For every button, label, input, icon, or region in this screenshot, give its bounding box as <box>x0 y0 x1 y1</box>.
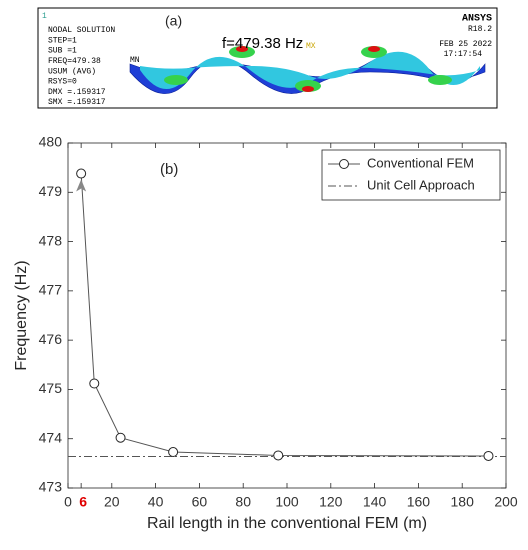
y-tick-label: 478 <box>39 232 63 248</box>
corner-number: 1 <box>42 12 47 21</box>
x-tick-label: 180 <box>451 494 475 510</box>
series-line <box>80 173 489 457</box>
data-point <box>76 168 87 179</box>
inset-line: RSYS=0 <box>48 78 77 87</box>
y-tick-label: 476 <box>39 331 63 347</box>
brand: ANSYS <box>462 14 492 25</box>
y-tick-label: 474 <box>39 429 63 445</box>
x-tick-label: 80 <box>235 494 251 510</box>
y-axis-label: Frequency (Hz) <box>13 260 30 370</box>
max-label: MX <box>306 42 316 51</box>
legend-label: Unit Cell Approach <box>367 177 475 192</box>
chart: 473 474 475 476 477 478 479 480 0 6 20 40 60 80 100 120… <box>13 134 518 533</box>
data-point <box>483 450 494 461</box>
data-point <box>168 447 179 458</box>
y-tick-label: 480 <box>39 134 63 150</box>
x-tick-label: 140 <box>363 494 387 510</box>
x-tick-label: 100 <box>275 494 299 510</box>
data-point <box>89 378 100 389</box>
y-tick-label: 473 <box>39 479 63 495</box>
plot-frame <box>67 142 507 489</box>
legend-marker <box>339 159 349 169</box>
version: R18.2 <box>468 25 492 34</box>
inset-line: FREQ=479.38 <box>48 57 101 66</box>
x-axis-label: Rail length in the conventional FEM (m) <box>147 515 427 532</box>
x-tick-label: 120 <box>319 494 343 510</box>
y-tick-label: 477 <box>39 282 63 298</box>
y-tick-label: 479 <box>39 183 63 199</box>
panel-label: (a) <box>165 13 182 29</box>
legend-box <box>321 149 501 201</box>
x-tick-label: 60 <box>192 494 208 510</box>
inset-line: NODAL SOLUTION <box>48 26 115 35</box>
antinode <box>302 86 314 92</box>
inset-line: USUM (AVG) <box>48 67 96 76</box>
x-tick-label: 6 <box>79 494 87 510</box>
x-tick-label: 0 <box>64 494 72 510</box>
x-tick-label: 200 <box>494 494 518 510</box>
legend-label: Conventional FEM <box>367 155 474 170</box>
data-point <box>115 432 126 443</box>
x-tick-label: 160 <box>407 494 431 510</box>
y-tick-label: 475 <box>39 380 63 396</box>
inset-line: SMX =.159317 <box>48 98 106 107</box>
inset-line: SUB =1 <box>48 47 77 56</box>
min-label: MN <box>130 56 140 65</box>
panel-label: (b) <box>160 161 178 178</box>
x-tick-label: 20 <box>104 494 120 510</box>
antinode <box>428 75 452 85</box>
inset-frame <box>37 7 498 109</box>
time: 17:17:54 <box>444 50 483 59</box>
arrow-head <box>76 179 87 192</box>
mode-shape <box>129 46 486 94</box>
antinode <box>368 46 380 52</box>
antinode <box>236 46 248 52</box>
inset-line: STEP=1 <box>48 36 77 45</box>
date: FEB 25 2022 <box>439 40 492 49</box>
x-tick-label: 40 <box>148 494 164 510</box>
inset-line: DMX =.159317 <box>48 88 106 97</box>
data-point <box>273 450 284 461</box>
antinode <box>164 75 188 85</box>
frequency-annotation: f=479.38 Hz <box>222 35 303 52</box>
